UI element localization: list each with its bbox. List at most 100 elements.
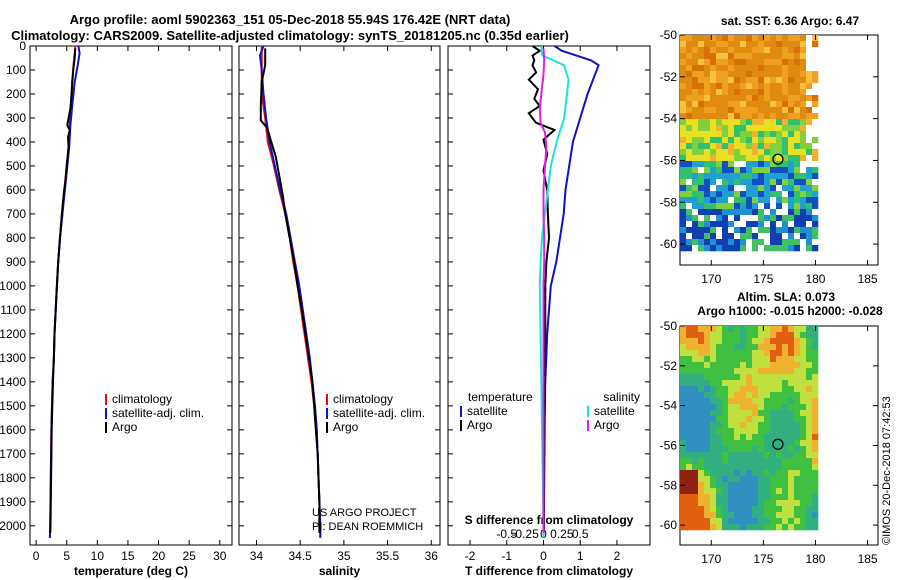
depth-tick-label: 700 (6, 207, 26, 221)
sla_map-cell (740, 428, 747, 435)
sla_map-cell (728, 458, 735, 465)
difference-legend-right-title: salinity (603, 390, 640, 404)
sla_map-cell (764, 338, 771, 345)
salinity-xtick-label: 34 (250, 549, 264, 563)
sla_map-cell (692, 452, 699, 459)
sst_map-cell (788, 203, 795, 210)
sst_map-cell (746, 137, 753, 144)
sst_map-cell (704, 167, 711, 174)
sla_map-cell (758, 464, 765, 471)
sst_map-cell (734, 161, 741, 168)
sla_map-cell (758, 368, 765, 375)
sla_map-cell (716, 392, 723, 399)
salinity-legend-label: climatology (333, 392, 393, 406)
difference-t-argo-line (527, 46, 557, 534)
sst_map-cell (722, 197, 729, 204)
sla_map-cell (704, 452, 711, 459)
sla_map-cell (740, 374, 747, 381)
sla_map-cell (764, 494, 771, 501)
sla_map-cell (764, 434, 771, 441)
sla_map-cell (740, 392, 747, 399)
depth-tick-label: 0 (19, 39, 26, 53)
sst_map-cell (794, 95, 801, 102)
sla_map-cell (746, 332, 753, 339)
sst_map-cell (692, 155, 699, 162)
sst_map-cell (776, 113, 783, 120)
sla_map-cell (770, 404, 777, 411)
sst_map-cell (806, 203, 813, 210)
sst_map-cell (800, 197, 807, 204)
sst_map-xtick-label: 180 (805, 272, 825, 286)
sla_map-cell (692, 434, 699, 441)
sla_map-cell (710, 338, 717, 345)
sla_map-cell (800, 512, 807, 519)
sst_map-cell (686, 77, 693, 84)
sst_map-cell (716, 221, 723, 228)
sla_map-cell (722, 494, 729, 501)
temperature-legend-label: satellite-adj. clim. (112, 406, 204, 420)
sla_map-cell (740, 470, 747, 477)
sla_map-ytick-label: -58 (660, 478, 678, 492)
sst_map-cell (770, 107, 777, 114)
sla_map-cell (746, 374, 753, 381)
sla_map-cell (812, 338, 819, 345)
sla_map-cell (758, 398, 765, 405)
sst_map-cell (776, 71, 783, 78)
sst_map-cell (704, 131, 711, 138)
sla_map-cell (698, 368, 705, 375)
sla_map-cell (728, 440, 735, 447)
sla_map-cell (734, 368, 741, 375)
sst_map-cell (722, 221, 729, 228)
sst_map-cell (770, 131, 777, 138)
sst_map-cell (788, 77, 795, 84)
sla_map-cell (704, 440, 711, 447)
sla_map-cell (794, 524, 801, 531)
sst_map-cell (746, 239, 753, 246)
sst_map-cell (710, 197, 717, 204)
sst_map-cell (680, 233, 687, 240)
sst_map-cell (740, 197, 747, 204)
sst_map-cell (680, 59, 687, 66)
sst_map-cell (686, 191, 693, 198)
sst_map-cell (692, 35, 699, 42)
sla_map-cell (704, 488, 711, 495)
sla_map-cell (728, 506, 735, 513)
sst_map-cell (812, 173, 819, 180)
sla_map-cell (758, 326, 765, 333)
sst_map-cell (716, 203, 723, 210)
sst_map-cell (722, 71, 729, 78)
sst_map-cell (758, 197, 765, 204)
sst_map-cell (746, 209, 753, 216)
sla_map-cell (734, 506, 741, 513)
sla_map-cell (806, 356, 813, 363)
sla_map-cell (740, 524, 747, 531)
sst_map-cell (746, 197, 753, 204)
sst_map-cell (752, 215, 759, 222)
sst_map-cell (728, 155, 735, 162)
sla_map-cell (716, 476, 723, 483)
sst_map-cell (722, 107, 729, 114)
sla_map-cell (728, 470, 735, 477)
sla_map-cell (746, 422, 753, 429)
sst_map-cell (722, 59, 729, 66)
sla_map-cell (764, 464, 771, 471)
sst_map-cell (788, 215, 795, 222)
sla_map-cell (758, 338, 765, 345)
sla_map-cell (692, 446, 699, 453)
sla_map-cell (800, 362, 807, 369)
difference-s-satellite-line (538, 46, 570, 538)
sst_map-cell (806, 215, 813, 222)
sst_map-cell (734, 53, 741, 60)
sla_map-cell (734, 332, 741, 339)
sst_map-cell (698, 35, 705, 42)
sla_map-cell (812, 344, 819, 351)
sst_map-cell (764, 245, 771, 252)
sla_map-cell (776, 344, 783, 351)
sst_map-cell (800, 101, 807, 108)
sst_map-cell (686, 53, 693, 60)
sla_map-cell (776, 386, 783, 393)
sla_map-cell (788, 470, 795, 477)
sst_map-cell (710, 41, 717, 48)
temperature-xtick-label: 5 (63, 549, 70, 563)
sst_map-cell (710, 221, 717, 228)
